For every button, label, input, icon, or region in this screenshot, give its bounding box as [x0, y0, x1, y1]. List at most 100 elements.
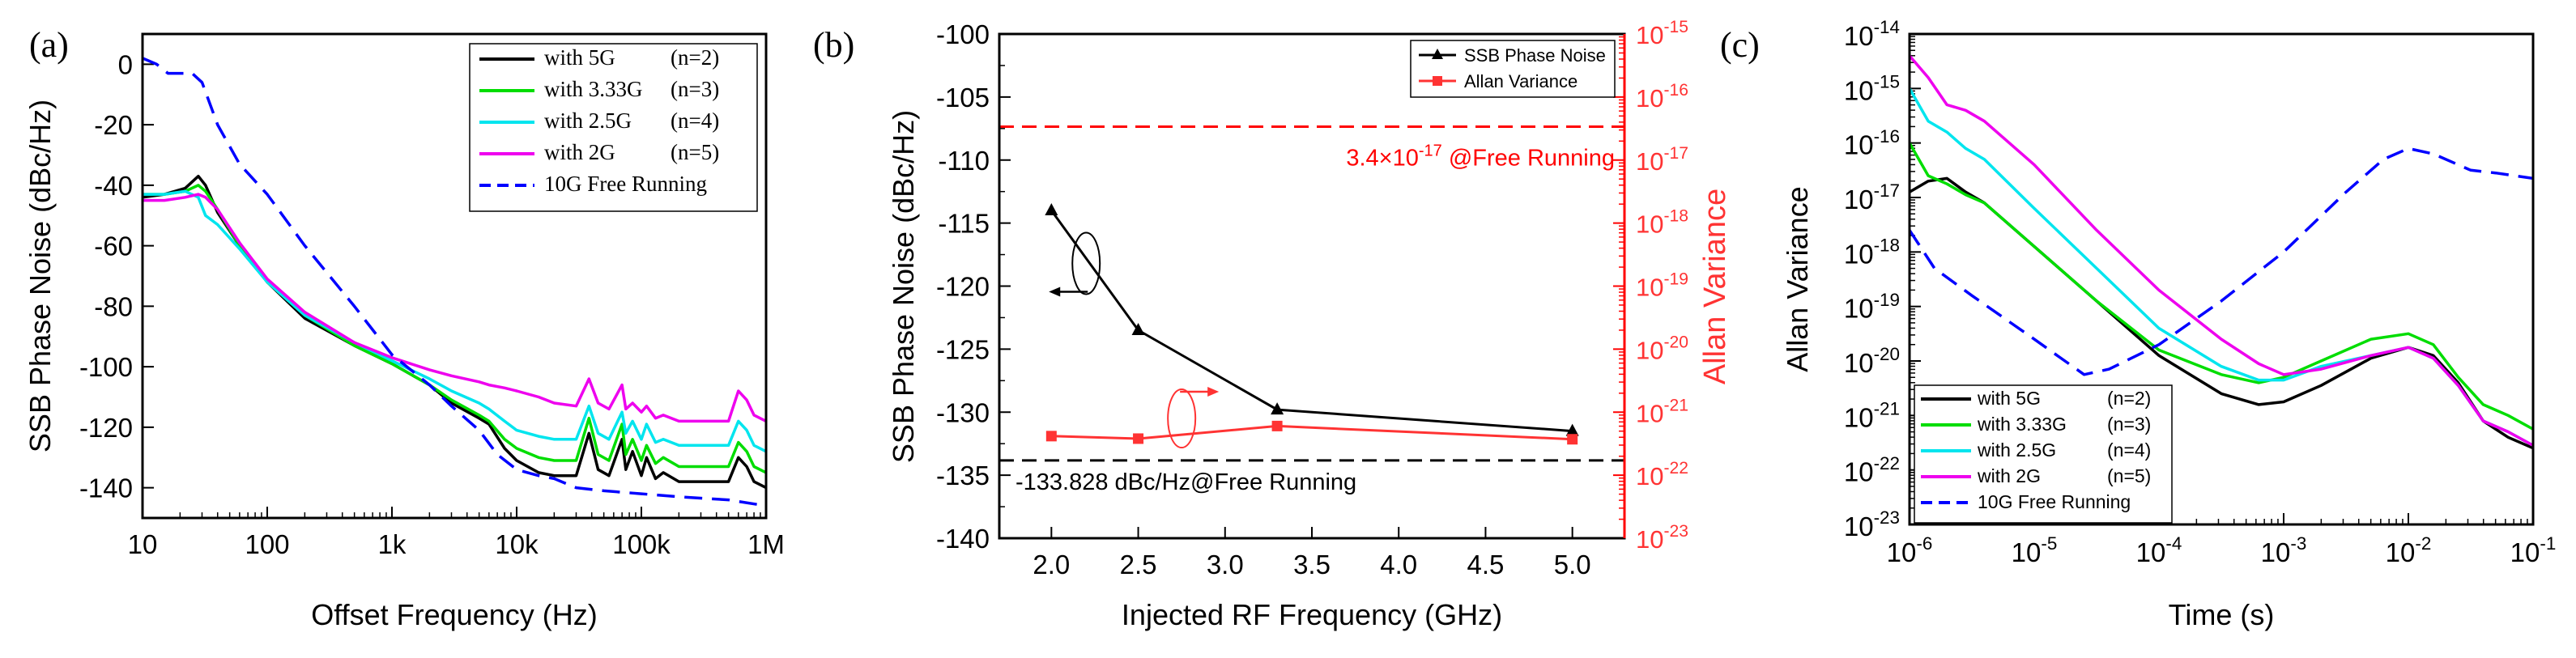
c-x-tick-label: 10-5	[2012, 533, 2058, 567]
c-x-axis-label: Time (s)	[2169, 598, 2275, 631]
c-y-axis-label: Allan Variance	[1781, 186, 1814, 371]
c-y-tick-label: 10-17	[1844, 180, 1900, 214]
b-x-tick-label: 2.0	[1033, 550, 1070, 579]
b-y-axis-label: SSB Phase Noise (dBc/Hz)	[887, 110, 920, 463]
b-marker-square	[1567, 434, 1578, 445]
a-y-tick-label: -100	[79, 352, 133, 382]
a-legend-label: 10G Free Running	[544, 172, 707, 196]
c-x-tick-label: 10-2	[2386, 533, 2432, 567]
a-legend: with 5G (n=2) with 3.33G (n=3) with 2.5G (n=4…	[469, 43, 758, 212]
b-x-tick-label: 3.0	[1207, 550, 1244, 579]
c-y-tick-label: 10-14	[1844, 17, 1900, 51]
a-legend-tag: (n=3)	[671, 77, 719, 101]
b-marker-triangle	[1565, 423, 1579, 436]
c-legend-label: with 2G	[1977, 465, 2041, 486]
a-x-axis-label: Offset Frequency (Hz)	[311, 598, 597, 631]
b-y-tick-label: -110	[938, 146, 990, 176]
b-curl-ellipse-right	[1167, 388, 1197, 449]
a-series-group	[143, 57, 766, 507]
c-x-tick-label: 10-4	[2136, 533, 2182, 567]
a-plot-border	[141, 32, 768, 520]
c-x-tick-label: 10-6	[1887, 533, 1933, 567]
c-legend: with 5G (n=2) with 3.33G (n=3) with 2.5G (n=4…	[1914, 384, 2173, 524]
b-reference-label-allan: 3.4×10-17 @Free Running	[1346, 142, 1615, 171]
b-y2-tick-label: 10-16	[1636, 81, 1688, 112]
a-y-axis-label: SSB Phase Noise (dBc/Hz)	[23, 100, 57, 452]
a-legend-tag: (n=4)	[671, 108, 719, 133]
b-legend-label: Allan Variance	[1464, 71, 1578, 91]
b-legend-box	[1410, 40, 1616, 98]
c-legend-label: 10G Free Running	[1978, 491, 2131, 512]
c-legend-tag: (n=2)	[2107, 388, 2151, 409]
c-x-tick-label: 10-1	[2510, 533, 2557, 567]
b-legend: SSB Phase Noise Allan Variance	[1410, 40, 1616, 98]
c-y-tick-label: 10-22	[1844, 453, 1900, 487]
c-series-line	[1910, 54, 2533, 447]
a-series-line	[143, 193, 766, 423]
b-series-line	[1050, 210, 1573, 433]
b-marker-triangle	[1131, 323, 1145, 336]
b-y-tick-label: -140	[936, 524, 990, 554]
b-marker-triangle	[1271, 402, 1284, 415]
a-legend-label: with 2G	[544, 140, 615, 164]
b-y2-tick-label: 10-23	[1636, 522, 1688, 554]
b-x-tick-label: 4.0	[1380, 550, 1417, 579]
a-series-line	[143, 57, 766, 507]
a-x-tick-label: 10	[128, 529, 158, 559]
b-series-group	[999, 125, 1624, 462]
panel-label-b: (b)	[813, 25, 854, 65]
a-y-tick-label: -20	[94, 110, 133, 140]
c-series-line	[1910, 176, 2533, 450]
a-series-line	[143, 174, 766, 490]
b-curl-ellipse-left	[1071, 231, 1101, 295]
c-y-tick-label: 10-21	[1844, 398, 1900, 432]
b-y-tick-label: -125	[936, 334, 990, 364]
b-marker-triangle	[1045, 203, 1058, 216]
a-y-tick-label: -40	[94, 171, 133, 201]
b-y2-tick-label: 10-18	[1636, 207, 1688, 239]
c-legend-tag: (n=3)	[2107, 414, 2151, 435]
c-x-tick-label: 10-3	[2261, 533, 2307, 567]
c-series-line	[1910, 146, 2533, 376]
b-legend-marker	[1433, 76, 1442, 86]
b-arrowhead-right	[1207, 387, 1220, 397]
b-arrowhead-left	[1049, 287, 1061, 297]
a-x-tick-label: 1M	[747, 529, 785, 559]
a-legend-label: with 3.33G	[544, 77, 643, 101]
a-x-tick-label: 100	[245, 529, 289, 559]
a-series-line	[143, 189, 766, 453]
b-marker-square	[1045, 431, 1057, 442]
a-x-tick-label: 100k	[612, 529, 671, 559]
b-y2-tick-label: 10-19	[1636, 270, 1688, 302]
b-annotations: -133.828 dBc/Hz@Free Running 3.4×10-17 @F…	[1015, 142, 1615, 495]
c-y-tick-label: 10-16	[1844, 126, 1900, 160]
a-x-tick-label: 1k	[378, 529, 407, 559]
b-y2-axis-label: Allan Variance	[1698, 189, 1732, 384]
b-legend-label: SSB Phase Noise	[1464, 45, 1606, 66]
a-y-tick-label: -60	[94, 231, 133, 261]
c-y-tick-label: 10-23	[1844, 507, 1900, 541]
panel-b: (b) 2.0 2.5 3.0 3.5 4.0 4.5 5.0 -100 -105 -110 -11…	[813, 18, 1732, 631]
panel-c: (c) 10-6 10-5 10-4 10-3 10-2 10-110-1410-1510…	[1720, 17, 2556, 631]
c-legend-box	[1914, 384, 2173, 524]
b-x-axis-label: Injected RF Frequency (GHz)	[1122, 598, 1502, 631]
a-y-tick-label: -80	[94, 291, 133, 321]
a-legend-label: with 2.5G	[544, 108, 632, 133]
b-plot-border	[998, 32, 1626, 540]
c-y-tick-label: 10-18	[1844, 235, 1900, 269]
b-series-line	[1051, 424, 1573, 441]
c-y-tick-label: 10-15	[1844, 71, 1900, 105]
a-legend-tag: (n=5)	[671, 140, 719, 164]
c-y-tick-label: 10-19	[1844, 290, 1900, 324]
b-y2-tick-label: 10-21	[1636, 396, 1688, 427]
b-y-tick-label: -135	[936, 461, 990, 490]
a-y-tick-label: -140	[79, 473, 133, 503]
a-y-tick-label: -120	[79, 413, 133, 443]
c-y-tick-label: 10-20	[1844, 344, 1900, 378]
a-legend-tag: (n=2)	[671, 45, 719, 70]
c-legend-label: with 5G	[1977, 388, 2041, 409]
b-x-tick-label: 2.5	[1120, 550, 1157, 579]
b-y2-tick-label: 10-20	[1636, 333, 1688, 364]
a-ticks: 10 100 1k 10k 100k 1M 0 -20 -40 -60 -80 -100 -120 -14…	[79, 49, 785, 559]
